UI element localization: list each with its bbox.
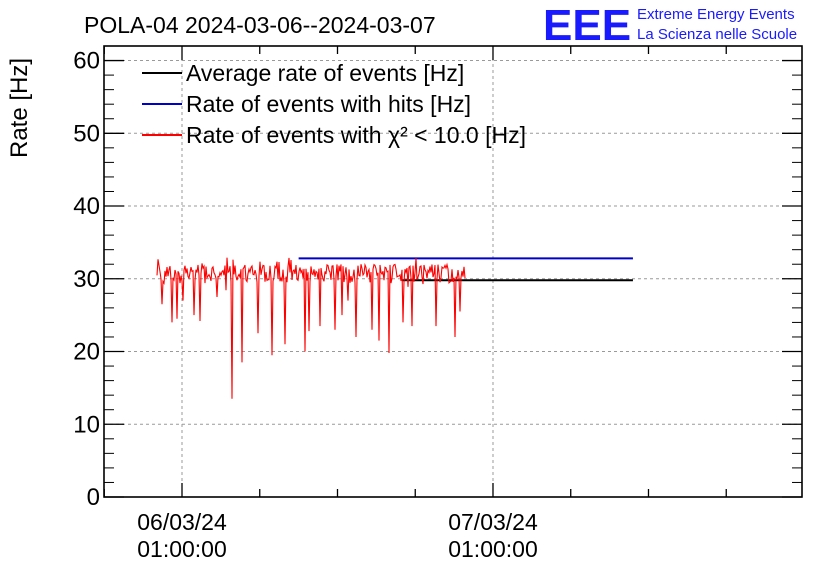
plot-frame bbox=[103, 45, 803, 498]
data-series bbox=[156, 257, 633, 399]
y-tick-label: 0 bbox=[87, 484, 100, 511]
eee-logo: EEE Extreme Energy Events La Scienza nel… bbox=[543, 1, 797, 50]
y-axis: 0 10 20 30 40 50 60 bbox=[73, 45, 802, 511]
grid-lines bbox=[104, 46, 802, 497]
x-tick-date-label: 06/03/24 bbox=[137, 509, 227, 535]
logo-line-2: La Scienza nelle Scuole bbox=[637, 26, 797, 43]
y-tick-label: 30 bbox=[73, 266, 100, 293]
legend-label-2: Rate of events with χ² < 10.0 [Hz] bbox=[186, 122, 526, 148]
legend: Average rate of events [Hz] Rate of event… bbox=[142, 60, 526, 148]
legend-label-0: Average rate of events [Hz] bbox=[186, 60, 464, 86]
y-tick-label: 40 bbox=[73, 193, 100, 220]
chart-title: POLA-04 2024-03-06--2024-03-07 bbox=[84, 12, 436, 38]
logo-line-1: Extreme Energy Events bbox=[637, 6, 795, 23]
y-tick-label: 60 bbox=[73, 48, 100, 75]
y-tick-label: 20 bbox=[73, 339, 100, 366]
y-axis-label: Rate [Hz] bbox=[6, 58, 33, 158]
x-tick-time-label: 01:00:00 bbox=[448, 536, 538, 562]
x-tick-date-label: 07/03/24 bbox=[448, 509, 538, 535]
y-tick-label: 10 bbox=[73, 411, 100, 438]
x-tick-time-label: 01:00:00 bbox=[137, 536, 227, 562]
series-noisy-line-2 bbox=[156, 257, 466, 399]
y-tick-label: 50 bbox=[73, 120, 100, 147]
logo-mark: EEE bbox=[543, 1, 631, 50]
legend-label-1: Rate of events with hits [Hz] bbox=[186, 91, 471, 117]
